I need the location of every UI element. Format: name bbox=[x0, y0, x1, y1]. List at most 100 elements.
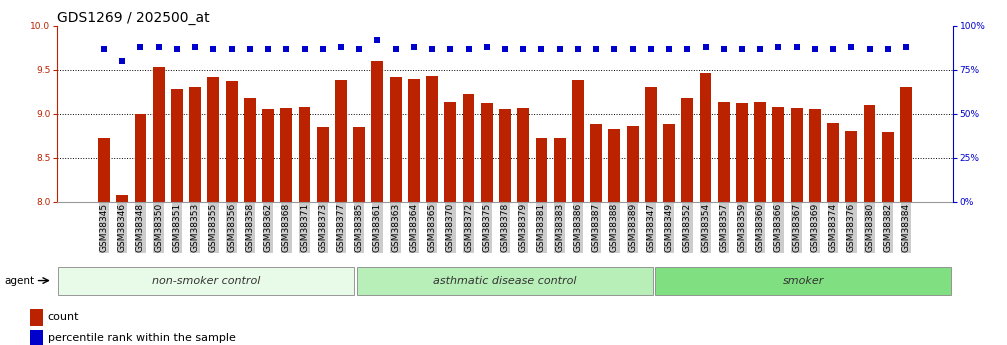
Point bbox=[370, 37, 386, 43]
Point bbox=[588, 46, 604, 51]
Bar bbox=[518, 108, 529, 202]
Point bbox=[314, 46, 330, 51]
Point bbox=[606, 46, 622, 51]
Bar bbox=[280, 108, 292, 202]
Point bbox=[680, 46, 696, 51]
Point bbox=[552, 46, 568, 51]
Point bbox=[807, 46, 823, 51]
Point bbox=[770, 44, 786, 50]
Bar bbox=[117, 195, 128, 202]
Point bbox=[296, 46, 312, 51]
Bar bbox=[682, 98, 693, 202]
Bar bbox=[499, 109, 511, 202]
Point bbox=[534, 46, 550, 51]
Point bbox=[242, 46, 258, 51]
Bar bbox=[900, 87, 912, 202]
Bar bbox=[262, 109, 274, 202]
Bar bbox=[189, 87, 201, 202]
Point bbox=[424, 46, 440, 51]
Point bbox=[862, 46, 878, 51]
Bar bbox=[30, 330, 42, 345]
Bar bbox=[135, 114, 146, 202]
Bar bbox=[299, 107, 310, 202]
Point bbox=[624, 46, 640, 51]
Bar bbox=[444, 101, 456, 202]
Point bbox=[661, 46, 677, 51]
FancyBboxPatch shape bbox=[58, 267, 354, 295]
Bar bbox=[590, 125, 602, 202]
Point bbox=[788, 44, 805, 50]
Bar bbox=[244, 98, 256, 202]
Point bbox=[460, 46, 476, 51]
Bar bbox=[317, 127, 328, 202]
Bar bbox=[608, 129, 620, 202]
Bar bbox=[827, 123, 839, 202]
Bar bbox=[864, 105, 875, 202]
Point bbox=[880, 46, 896, 51]
Point bbox=[114, 58, 130, 64]
Point bbox=[843, 44, 859, 50]
Bar bbox=[846, 131, 857, 202]
Bar bbox=[408, 79, 420, 202]
Point bbox=[825, 46, 841, 51]
Text: asthmatic disease control: asthmatic disease control bbox=[433, 276, 577, 286]
FancyBboxPatch shape bbox=[656, 267, 952, 295]
Bar bbox=[572, 80, 584, 202]
Bar bbox=[664, 125, 675, 202]
Point bbox=[698, 44, 714, 50]
Point bbox=[205, 46, 222, 51]
Bar bbox=[98, 138, 110, 202]
Bar bbox=[790, 108, 803, 202]
Bar bbox=[772, 107, 784, 202]
Text: GDS1269 / 202500_at: GDS1269 / 202500_at bbox=[57, 11, 210, 25]
Bar bbox=[462, 93, 474, 202]
Bar bbox=[700, 73, 711, 202]
Point bbox=[96, 46, 112, 51]
Point bbox=[478, 44, 494, 50]
Bar bbox=[481, 103, 492, 202]
Point bbox=[132, 44, 148, 50]
Point bbox=[516, 46, 532, 51]
Bar bbox=[626, 126, 638, 202]
FancyBboxPatch shape bbox=[356, 267, 653, 295]
Bar bbox=[754, 101, 766, 202]
Bar bbox=[226, 81, 238, 202]
Bar bbox=[171, 89, 183, 202]
Bar bbox=[426, 76, 438, 202]
Bar bbox=[736, 103, 748, 202]
Bar bbox=[353, 127, 366, 202]
Bar bbox=[207, 77, 220, 202]
Bar bbox=[809, 109, 821, 202]
Point bbox=[734, 46, 750, 51]
Text: count: count bbox=[47, 313, 80, 322]
Point bbox=[406, 44, 422, 50]
Text: smoker: smoker bbox=[782, 276, 824, 286]
Point bbox=[642, 46, 659, 51]
Point bbox=[224, 46, 240, 51]
Point bbox=[716, 46, 732, 51]
Point bbox=[260, 46, 276, 51]
Point bbox=[187, 44, 203, 50]
Bar bbox=[554, 138, 566, 202]
Point bbox=[496, 46, 513, 51]
Bar bbox=[644, 87, 657, 202]
Bar bbox=[536, 138, 548, 202]
Text: non-smoker control: non-smoker control bbox=[152, 276, 261, 286]
Point bbox=[898, 44, 914, 50]
Bar bbox=[153, 67, 164, 202]
Point bbox=[333, 44, 349, 50]
Text: agent: agent bbox=[5, 276, 34, 286]
Point bbox=[442, 46, 458, 51]
Bar bbox=[372, 61, 384, 202]
Bar bbox=[718, 101, 730, 202]
Point bbox=[169, 46, 185, 51]
Bar bbox=[390, 77, 402, 202]
Bar bbox=[882, 132, 893, 202]
Point bbox=[278, 46, 294, 51]
Bar bbox=[30, 309, 42, 326]
Point bbox=[752, 46, 768, 51]
Point bbox=[570, 46, 586, 51]
Point bbox=[388, 46, 404, 51]
Point bbox=[351, 46, 368, 51]
Bar bbox=[335, 80, 346, 202]
